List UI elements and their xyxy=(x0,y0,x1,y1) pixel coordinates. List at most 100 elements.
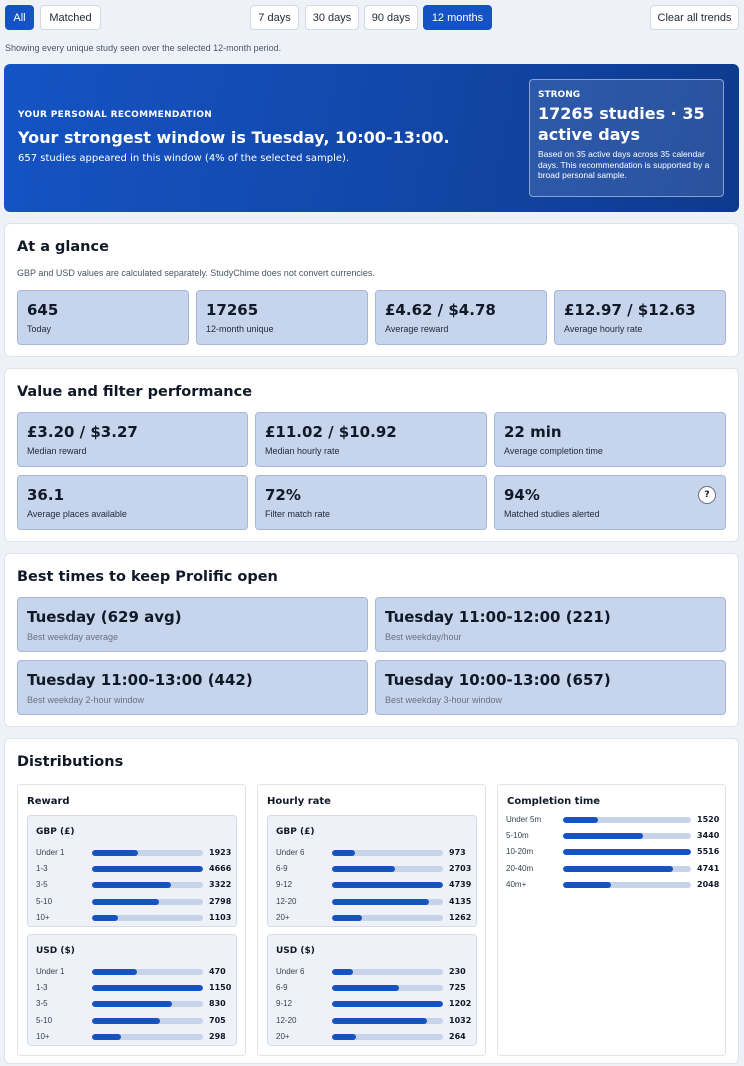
distribution-bar xyxy=(332,1033,357,1040)
distribution-bar xyxy=(332,914,362,921)
today-value: 645 xyxy=(27,301,59,319)
filter-matched-button[interactable]: Matched xyxy=(40,5,101,30)
period-7-days-button[interactable]: 7 days xyxy=(250,5,299,30)
distribution-bar xyxy=(92,914,119,921)
distribution-row: 5-10 2798 xyxy=(28,895,236,909)
distribution-row-label: 6-9 xyxy=(276,983,288,993)
reward-distribution: Reward GBP (£) Under 1 1923 1-3 4666 3-5 3322… xyxy=(17,784,246,1056)
hourly-distribution-title: Hourly rate xyxy=(267,796,331,807)
best-2h-card: Tuesday 11:00-13:00 (442) Best weekday 2… xyxy=(17,660,368,715)
distribution-bar xyxy=(563,833,643,840)
distribution-bar-track xyxy=(332,1001,443,1008)
alerted-label: Matched studies alerted xyxy=(504,509,600,519)
distribution-row-value: 470 xyxy=(209,967,226,976)
median-reward-label: Median reward xyxy=(27,446,87,456)
distribution-row: 5-10 705 xyxy=(28,1014,236,1028)
strength-tag: STRONG xyxy=(538,90,581,100)
distributions-title: Distributions xyxy=(17,754,124,770)
distribution-row: 20+ 264 xyxy=(268,1030,476,1044)
distribution-bar-track xyxy=(332,985,443,992)
distribution-bar xyxy=(563,849,691,856)
recommendation-title: Your strongest window is Tuesday, 10:00-… xyxy=(18,128,450,147)
distribution-row: 9-12 1202 xyxy=(268,997,476,1011)
distribution-bar-track xyxy=(332,969,443,975)
distribution-row: 12-20 4135 xyxy=(268,895,476,909)
match-rate-label: Filter match rate xyxy=(265,509,331,519)
completion-distribution-title: Completion time xyxy=(507,796,601,807)
distribution-row-value: 4741 xyxy=(697,863,720,873)
distribution-row: 40m+ 2048 xyxy=(498,878,725,892)
distribution-row-value: 1202 xyxy=(449,999,472,1009)
median-hourly-label: Median hourly rate xyxy=(265,446,340,456)
places-value: 36.1 xyxy=(27,486,65,504)
distribution-bar-track xyxy=(92,969,203,975)
distribution-bar xyxy=(332,882,443,889)
distribution-bar xyxy=(92,866,203,873)
average-hourly-value: £12.97 / $12.63 xyxy=(564,301,696,319)
distribution-row-label: 9-12 xyxy=(276,880,293,890)
best-weekday-card: Tuesday (629 avg) Best weekday average xyxy=(17,597,368,652)
distribution-bar-track xyxy=(563,881,691,888)
period-90-days-button[interactable]: 90 days xyxy=(364,5,418,30)
filter-all-button[interactable]: All xyxy=(5,5,34,30)
distribution-row-value: 4739 xyxy=(449,880,472,890)
clear-all-trends-button[interactable]: Clear all trends xyxy=(650,5,739,30)
match-rate-value: 72% xyxy=(265,486,301,504)
distribution-bar xyxy=(92,850,138,856)
completion-distribution: Completion time Under 5m 1520 5-10m 3440 10-… xyxy=(497,784,726,1056)
distribution-row-label: 20-40m xyxy=(506,863,534,873)
completion-time-label: Average completion time xyxy=(504,446,603,456)
hourly-usd-group: USD ($) Under 6 230 6-9 725 9-12 1202 12-20 103… xyxy=(267,934,477,1046)
strength-headline: 17265 studies · 35 active days xyxy=(538,104,705,144)
unique-value: 17265 xyxy=(206,301,259,319)
distribution-bar-track xyxy=(332,898,443,905)
best-hour-value: Tuesday 11:00-12:00 (221) xyxy=(385,608,611,626)
help-icon[interactable]: ? xyxy=(698,486,716,504)
reward-gbp-title: GBP (£) xyxy=(36,827,75,837)
average-reward-value: £4.62 / $4.78 xyxy=(385,301,496,319)
best-2h-value: Tuesday 11:00-13:00 (442) xyxy=(27,671,253,689)
distribution-bar-track xyxy=(332,882,443,889)
completion-rows: Under 5m 1520 5-10m 3440 10-20m 5516 20-40m 474… xyxy=(498,785,725,905)
hourly-gbp-group: GBP (£) Under 6 973 6-9 2703 9-12 4739 12-20 41… xyxy=(267,815,477,927)
distribution-row-label: 40m+ xyxy=(506,879,527,889)
hourly-usd-title: USD ($) xyxy=(276,946,315,956)
distribution-bar xyxy=(563,865,674,872)
distribution-bar xyxy=(92,969,138,975)
distribution-row-value: 4666 xyxy=(209,864,232,874)
distribution-bar xyxy=(92,1001,173,1008)
best-times-panel: Best times to keep Prolific open Tuesday… xyxy=(4,553,739,727)
distribution-bar xyxy=(332,985,399,992)
alerted-value: 94% xyxy=(504,486,540,504)
completion-time-value: 22 min xyxy=(504,423,562,441)
distribution-row: 20+ 1262 xyxy=(268,911,476,925)
distribution-bar xyxy=(563,817,599,823)
distribution-row: 3-5 830 xyxy=(28,997,236,1011)
best-2h-label: Best weekday 2-hour window xyxy=(27,695,145,705)
distribution-row-label: 1-3 xyxy=(36,864,48,874)
recommendation-banner: YOUR PERSONAL RECOMMENDATION Your strong… xyxy=(4,64,739,212)
distribution-row-label: 10+ xyxy=(36,912,50,922)
performance-panel: Value and filter performance £3.20 / $3.… xyxy=(4,368,739,542)
distributions-panel: Distributions Reward GBP (£) Under 1 1923… xyxy=(4,738,739,1064)
period-30-days-button[interactable]: 30 days xyxy=(305,5,359,30)
distribution-bar-track xyxy=(92,1001,203,1008)
distribution-row: 12-20 1032 xyxy=(268,1014,476,1028)
average-reward-label: Average reward xyxy=(385,324,449,334)
distribution-bar xyxy=(92,882,172,889)
distribution-row-value: 830 xyxy=(209,999,226,1009)
period-12-months-button[interactable]: 12 months xyxy=(423,5,492,30)
distribution-row-value: 705 xyxy=(209,1015,226,1025)
best-hour-card: Tuesday 11:00-12:00 (221) Best weekday/h… xyxy=(375,597,726,652)
distribution-row: Under 5m 1520 xyxy=(498,813,725,827)
distribution-row-value: 1262 xyxy=(449,912,472,922)
distribution-row-value: 1923 xyxy=(209,848,232,857)
median-reward-value: £3.20 / $3.27 xyxy=(27,423,138,441)
distribution-bar-track xyxy=(92,898,203,905)
best-3h-label: Best weekday 3-hour window xyxy=(385,695,503,705)
best-3h-card: Tuesday 10:00-13:00 (657) Best weekday 3… xyxy=(375,660,726,715)
distribution-bar xyxy=(332,969,354,975)
distribution-row-value: 2798 xyxy=(209,896,232,906)
distribution-bar xyxy=(332,898,429,905)
distribution-row-label: 10+ xyxy=(36,1031,50,1041)
